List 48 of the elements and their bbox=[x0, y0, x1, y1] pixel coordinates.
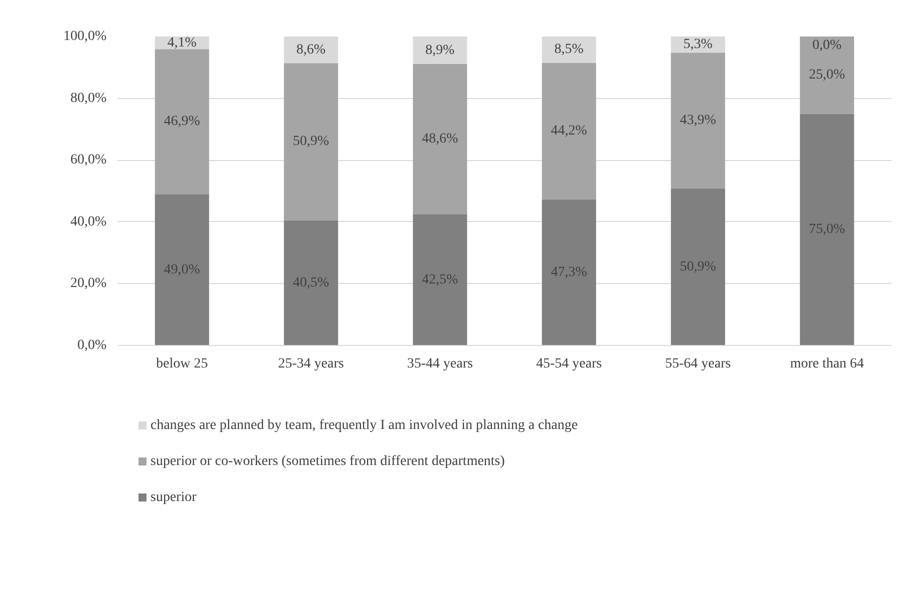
data-label: 5,3% bbox=[683, 36, 713, 52]
bar bbox=[412, 214, 468, 346]
bar bbox=[800, 114, 854, 346]
data-label: 4,1% bbox=[167, 35, 197, 50]
legend-label: superior or co-workers (sometimes from different departments) bbox=[150, 454, 506, 469]
data-label: 43,9% bbox=[680, 112, 716, 128]
data-label: 25,0% bbox=[808, 68, 846, 83]
data-label: 50,9% bbox=[292, 134, 330, 150]
bar bbox=[542, 199, 596, 346]
data-label: 8,5% bbox=[554, 42, 584, 58]
x-tick-label: 45-54 years bbox=[536, 356, 602, 372]
data-label: 44,2% bbox=[550, 124, 588, 139]
data-label: 49,0% bbox=[164, 262, 200, 278]
bar bbox=[412, 64, 468, 214]
bar bbox=[154, 194, 210, 346]
data-label: 8,9% bbox=[425, 42, 455, 58]
y-tick-label: 80,0% bbox=[70, 90, 107, 106]
data-label: 75,0% bbox=[808, 222, 846, 238]
y-tick-label: 0,0% bbox=[77, 338, 107, 353]
x-tick-label: more than 64 bbox=[790, 356, 864, 372]
bar bbox=[542, 62, 596, 200]
data-label: 48,6% bbox=[422, 132, 458, 147]
legend-label: changes are planned by team, frequently I am involved in planning a change bbox=[150, 418, 578, 433]
y-tick-label: 40,0% bbox=[70, 214, 107, 230]
data-label: 42,5% bbox=[422, 272, 458, 288]
bar bbox=[670, 188, 726, 346]
bar bbox=[284, 220, 338, 346]
bar bbox=[284, 63, 338, 220]
bar bbox=[154, 49, 210, 194]
legend-label: superior bbox=[150, 490, 197, 505]
bar bbox=[670, 52, 726, 188]
data-label: 0,0% bbox=[812, 38, 842, 53]
y-tick-label: 100,0% bbox=[63, 29, 107, 44]
bar bbox=[542, 36, 596, 63]
data-label: 47,3% bbox=[550, 264, 588, 280]
x-tick-label: 55-64 years bbox=[665, 356, 731, 372]
bar bbox=[284, 36, 338, 64]
data-label: 46,9% bbox=[164, 114, 200, 130]
bar bbox=[412, 36, 468, 64]
bar bbox=[800, 36, 854, 114]
data-label: 8,6% bbox=[296, 42, 326, 58]
x-tick-label: below 25 bbox=[156, 356, 208, 372]
data-label: 50,9% bbox=[680, 259, 716, 274]
x-tick-label: 25-34 years bbox=[278, 356, 344, 372]
y-tick-label: 20,0% bbox=[70, 276, 107, 292]
x-tick-label: 35-44 years bbox=[407, 356, 473, 372]
data-label: 40,5% bbox=[292, 275, 330, 290]
y-tick-label: 60,0% bbox=[70, 152, 107, 168]
